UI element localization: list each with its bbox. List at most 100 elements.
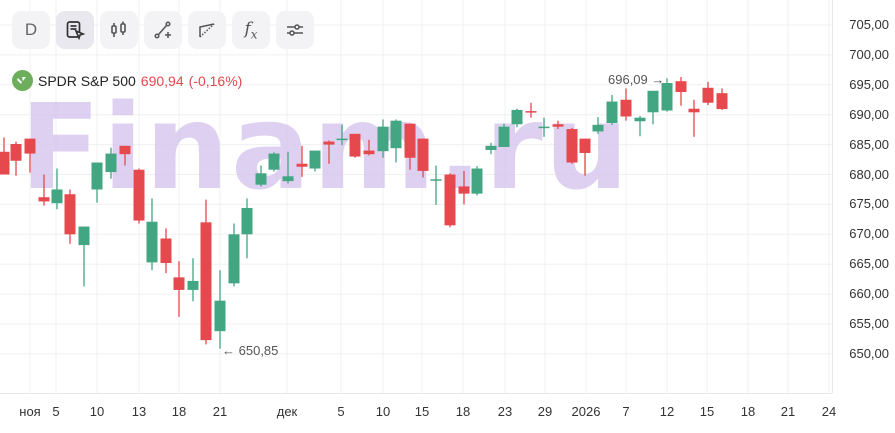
time-tick-label: 18: [171, 404, 187, 419]
time-tick-label: 15: [414, 404, 430, 419]
candle[interactable]: [404, 123, 416, 170]
candle[interactable]: [214, 270, 226, 349]
chart-type-button[interactable]: [100, 11, 138, 49]
candle[interactable]: [675, 77, 687, 106]
candle[interactable]: [579, 138, 591, 176]
time-tick-label: 5: [337, 404, 345, 419]
candle[interactable]: [444, 173, 456, 228]
time-tick-label: 10: [375, 404, 391, 419]
candle[interactable]: [620, 88, 632, 121]
candle[interactable]: [702, 81, 714, 106]
chart-toolbar: D fx: [12, 11, 314, 49]
price-tick-label: 655,00: [849, 316, 889, 331]
candle[interactable]: [498, 123, 510, 147]
time-tick-label: 18: [455, 404, 471, 419]
price-tick-label: 695,00: [849, 76, 889, 92]
candle[interactable]: [592, 117, 604, 134]
low-value: 650,85: [238, 343, 279, 358]
candle[interactable]: [282, 151, 294, 184]
candle[interactable]: [10, 141, 22, 176]
candle[interactable]: [91, 162, 103, 203]
time-tick-label: 15: [699, 404, 715, 419]
candle[interactable]: [458, 170, 470, 205]
time-tick-label: 21: [780, 404, 796, 419]
price-tick-label: 690,00: [849, 106, 889, 122]
candle[interactable]: [647, 90, 659, 125]
arrow-right-icon: →: [651, 72, 665, 87]
candle[interactable]: [241, 198, 253, 259]
candle[interactable]: [64, 189, 76, 244]
candle[interactable]: [51, 168, 63, 210]
candle[interactable]: [417, 138, 429, 178]
time-tick-label: дек: [276, 404, 298, 419]
interval-button[interactable]: D: [12, 11, 50, 49]
line-tool-icon: [154, 21, 171, 39]
arrow-left-icon: ←: [222, 343, 239, 358]
candle[interactable]: [363, 139, 375, 156]
candle[interactable]: [133, 168, 145, 224]
interval-label: D: [24, 20, 38, 39]
line-tool-button[interactable]: [144, 11, 182, 49]
candle[interactable]: [606, 94, 618, 125]
candle[interactable]: [511, 108, 523, 128]
candle[interactable]: [200, 199, 212, 345]
candle[interactable]: [566, 127, 578, 164]
price-tick-label: 660,00: [849, 286, 889, 302]
time-tick-label: 29: [537, 404, 553, 419]
time-tick-label: 18: [740, 404, 756, 419]
candle[interactable]: [38, 174, 50, 206]
candle[interactable]: [634, 115, 646, 137]
candle[interactable]: [146, 198, 158, 271]
candle[interactable]: [661, 78, 673, 112]
instrument-name: SPDR S&P 500: [38, 72, 136, 89]
settings-sliders-icon: [287, 24, 303, 36]
candle[interactable]: [688, 99, 700, 137]
candle[interactable]: [538, 117, 550, 137]
fib-tool-button[interactable]: [188, 11, 226, 49]
candle[interactable]: [309, 150, 321, 172]
price-tick-label: 665,00: [849, 256, 889, 272]
time-tick-label: 10: [89, 404, 105, 419]
high-value: 696,09: [608, 72, 648, 87]
price-tick-label: 650,00: [849, 345, 889, 361]
candles-icon: [111, 21, 126, 37]
candle[interactable]: [390, 119, 402, 163]
candle[interactable]: [336, 124, 348, 146]
instrument-legend: SPDR S&P 500 690,94 (-0,16%): [12, 70, 242, 91]
settings-button[interactable]: [276, 11, 314, 49]
candle[interactable]: [485, 142, 497, 155]
candle[interactable]: [119, 145, 131, 166]
price-tick-label: 700,00: [849, 46, 889, 62]
order-cursor-icon: [66, 21, 85, 40]
candle[interactable]: [296, 145, 308, 177]
candle[interactable]: [377, 119, 389, 158]
last-price: 690,94: [140, 72, 184, 89]
indicators-icon: fx: [244, 18, 258, 42]
candle[interactable]: [187, 258, 199, 302]
candle[interactable]: [0, 137, 10, 175]
candle[interactable]: [552, 120, 564, 130]
candle[interactable]: [716, 88, 728, 110]
candle[interactable]: [105, 147, 117, 179]
price-tick-label: 705,00: [849, 17, 889, 32]
candle[interactable]: [160, 228, 172, 274]
candle[interactable]: [471, 166, 483, 196]
candle[interactable]: [525, 102, 537, 118]
candle[interactable]: [255, 165, 267, 187]
time-tick-label: 13: [131, 404, 147, 419]
low-annotation: ← 650,85: [222, 343, 278, 358]
candle[interactable]: [24, 138, 36, 173]
indicators-button[interactable]: fx: [232, 11, 270, 49]
candle[interactable]: [228, 223, 240, 287]
time-tick-label: 21: [212, 404, 228, 419]
candle[interactable]: [268, 152, 280, 172]
candle[interactable]: [78, 226, 90, 287]
time-tick-label: 5: [52, 404, 60, 419]
candle[interactable]: [173, 261, 185, 317]
candle[interactable]: [349, 133, 361, 158]
order-cursor-button[interactable]: [56, 11, 94, 49]
candle[interactable]: [430, 165, 442, 205]
candle[interactable]: [323, 140, 335, 164]
